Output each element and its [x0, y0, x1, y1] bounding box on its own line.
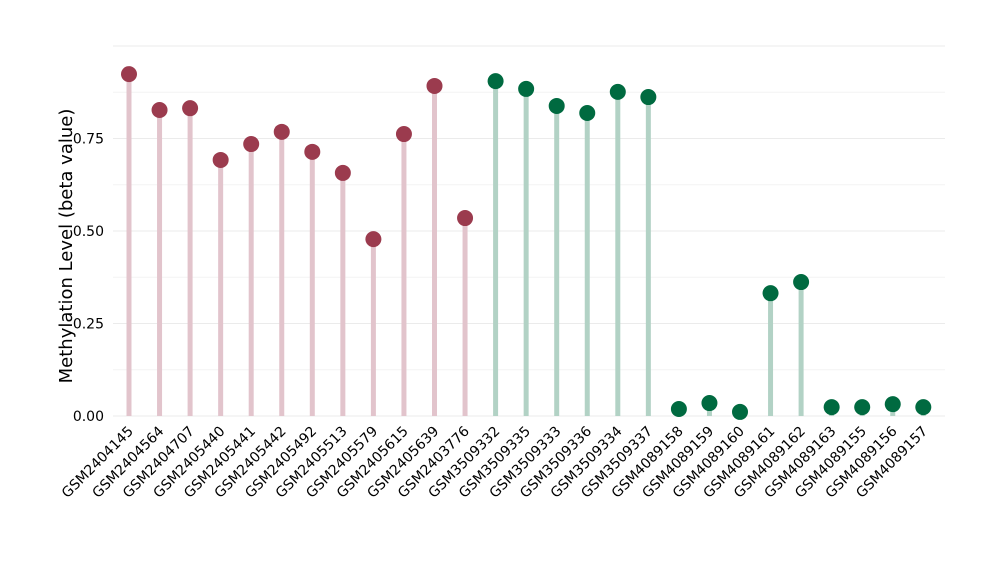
lollipop-dot: [243, 136, 260, 153]
y-tick-label: 0.50: [73, 224, 104, 240]
lollipop-dot: [457, 210, 474, 227]
x-axis: GSM2404145GSM2404564GSM2404707GSM2405440…: [59, 423, 931, 501]
lollipop-dot: [915, 399, 932, 416]
lollipop-dot: [640, 89, 657, 106]
lollipop-dot: [518, 80, 535, 97]
lollipop-dot: [884, 396, 901, 413]
lollipop-dot: [793, 274, 810, 291]
lollipop-dot: [334, 164, 351, 181]
lollipop-dot: [121, 66, 137, 83]
grid: [113, 45, 945, 417]
lollipop-dot: [609, 83, 626, 100]
lollipop-dot: [273, 123, 290, 140]
lollipop-dot: [365, 231, 382, 248]
lollipop-dot: [212, 151, 229, 168]
y-tick-label: 0.00: [73, 409, 104, 425]
lollipop-dot: [548, 97, 565, 114]
lollipop-dot: [182, 100, 199, 117]
y-axis: 0.00 0.25 0.50 0.75: [73, 132, 104, 426]
lollipop-dot: [487, 73, 504, 90]
lollipop-dot: [670, 400, 687, 417]
lollipop-dot: [701, 395, 718, 412]
lollipop-dot: [426, 77, 443, 94]
lollipop-dot: [732, 403, 748, 420]
lollipop-dot: [823, 399, 840, 416]
y-axis-label: Methylation Level (beta value): [56, 109, 77, 384]
y-tick-label: 0.25: [73, 317, 104, 333]
marks: [121, 66, 932, 420]
lollipop-dot: [151, 102, 168, 119]
lollipop-dot: [762, 285, 779, 302]
y-tick-label: 0.75: [73, 132, 104, 148]
lollipop-dot: [854, 399, 871, 416]
lollipop-dot: [579, 104, 596, 121]
lollipop-dot: [304, 143, 321, 160]
lollipop-dot: [395, 126, 412, 143]
